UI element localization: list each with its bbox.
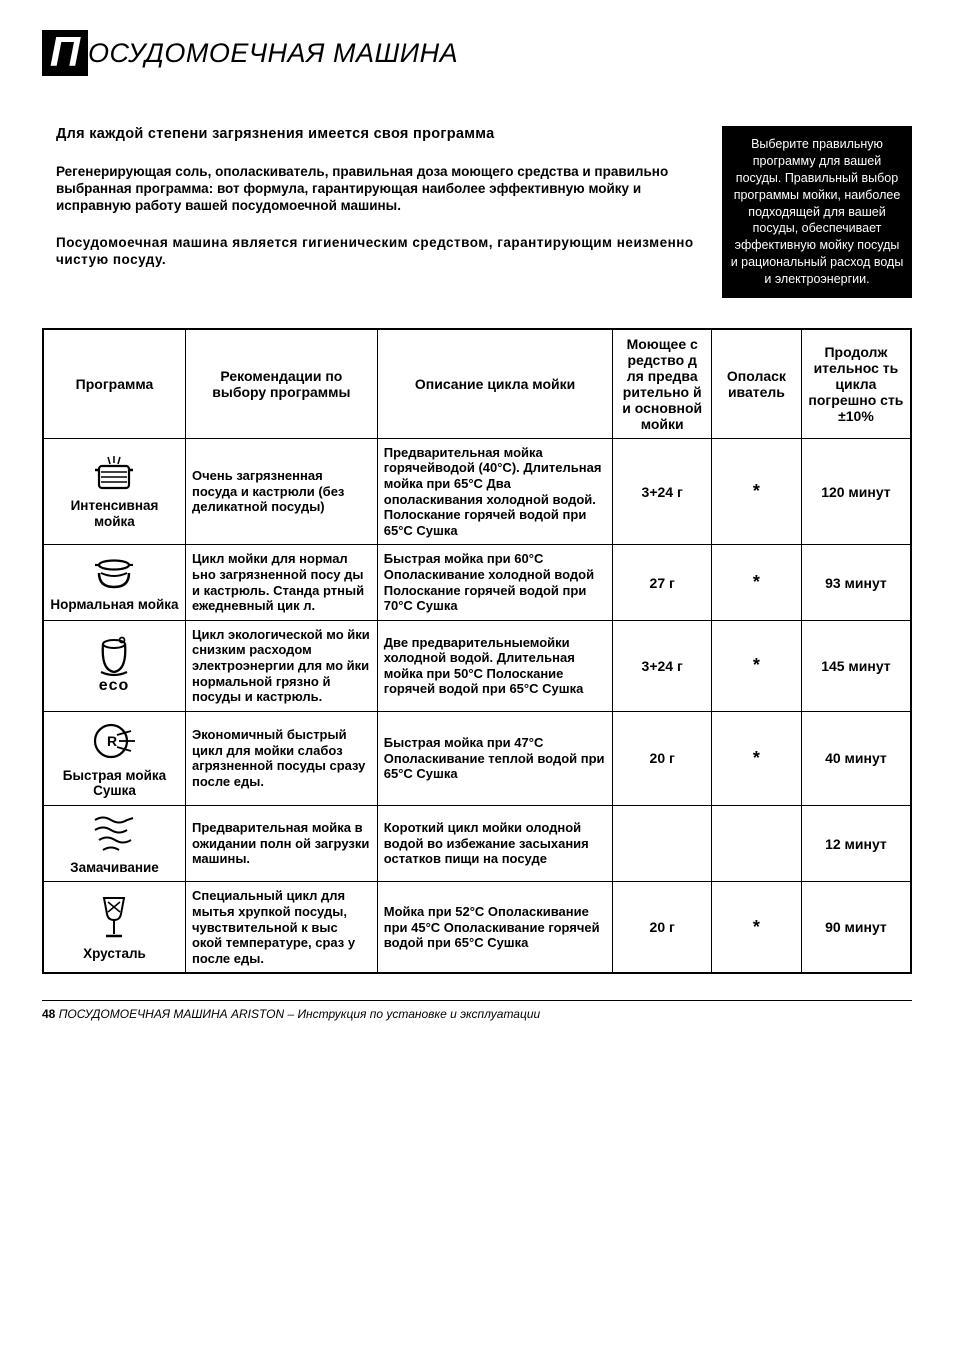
description-cell: Быстрая мойка при 60°C Ополаскивание хол… <box>377 545 613 620</box>
page-footer: 48 ПОСУДОМОЕЧНАЯ МАШИНА ARISTON – Инстру… <box>42 1000 912 1021</box>
description-cell: Быстрая мойка при 47°C Ополаскивание теп… <box>377 711 613 805</box>
table-row: Интенсивная мойка Очень загрязненная пос… <box>43 438 911 545</box>
th-recommend: Рекомендации по выбору программы <box>185 329 377 439</box>
intro-paragraph-2: Посудомоечная машина является гигиеничес… <box>56 235 704 269</box>
program-cell: Интенсивная мойка <box>43 438 185 545</box>
page-header: П ОСУДОМОЕЧНАЯ МАШИНА <box>42 30 912 76</box>
page-number: 48 <box>42 1007 55 1021</box>
table-row: Замачивание Предварительная мойка в ожид… <box>43 805 911 882</box>
intro-paragraph-1: Регенерирующая соль, ополаскиватель, пра… <box>56 164 704 215</box>
rapid-icon: R <box>50 718 179 764</box>
drop-cap: П <box>42 30 88 76</box>
rinse-cell: * <box>712 438 802 545</box>
program-label: Замачивание <box>50 860 179 876</box>
rinse-cell: * <box>712 882 802 973</box>
table-row: eco Цикл экологической мо йки снизким ра… <box>43 620 911 711</box>
recommend-cell: Предварительная мойка в ожидании полн ой… <box>185 805 377 882</box>
detergent-cell: 20 г <box>613 711 712 805</box>
th-duration: Продолж ительнос ть цикла погрешно сть ±… <box>801 329 911 439</box>
page: П ОСУДОМОЕЧНАЯ МАШИНА Для каждой степени… <box>0 0 954 1041</box>
intro-subtitle: Для каждой степени загрязнения имеется с… <box>56 126 704 142</box>
recommend-cell: Очень загрязненная посуда и кастрюли (бе… <box>185 438 377 545</box>
program-cell: eco <box>43 620 185 711</box>
footer-text: ПОСУДОМОЕЧНАЯ МАШИНА ARISTON – Инструкци… <box>55 1007 540 1021</box>
program-label: Хрусталь <box>50 946 179 962</box>
duration-cell: 90 минут <box>801 882 911 973</box>
th-description: Описание цикла мойки <box>377 329 613 439</box>
program-cell: Хрусталь <box>43 882 185 973</box>
pot-eco-icon: eco <box>50 634 179 694</box>
table-header-row: Программа Рекомендации по выбору програм… <box>43 329 911 439</box>
duration-cell: 93 минут <box>801 545 911 620</box>
recommend-cell: Экономичный быстрый цикл для мойки слабо… <box>185 711 377 805</box>
glass-icon <box>50 894 179 942</box>
table-row: Хрусталь Специальный цикл для мытья хруп… <box>43 882 911 973</box>
table-row: Нормальная мойка Цикл мойки для нормал ь… <box>43 545 911 620</box>
page-title: ОСУДОМОЕЧНАЯ МАШИНА <box>88 38 458 69</box>
recommend-cell: Цикл экологической мо йки снизким расход… <box>185 620 377 711</box>
svg-text:eco: eco <box>99 677 130 694</box>
th-rinse: Ополаск иватель <box>712 329 802 439</box>
program-label: Нормальная мойка <box>50 597 179 613</box>
program-label: Быстрая мойка Сушка <box>50 768 179 799</box>
soak-icon <box>50 812 179 856</box>
program-cell: R Быстрая мойка Сушка <box>43 711 185 805</box>
detergent-cell <box>613 805 712 882</box>
duration-cell: 40 минут <box>801 711 911 805</box>
description-cell: Предварительная мойка горячейводой (40°C… <box>377 438 613 545</box>
detergent-cell: 27 г <box>613 545 712 620</box>
program-label: Интенсивная мойка <box>50 498 179 529</box>
description-cell: Короткий цикл мойки олодной водой во изб… <box>377 805 613 882</box>
th-program: Программа <box>43 329 185 439</box>
detergent-cell: 3+24 г <box>613 438 712 545</box>
duration-cell: 145 минут <box>801 620 911 711</box>
description-cell: Две предварительныемойки холодной водой.… <box>377 620 613 711</box>
programs-table: Программа Рекомендации по выбору програм… <box>42 328 912 974</box>
pot-heavy-icon <box>50 454 179 494</box>
program-cell: Замачивание <box>43 805 185 882</box>
duration-cell: 12 минут <box>801 805 911 882</box>
sidebar-note: Выберите правильную программу для вашей … <box>722 126 912 298</box>
svg-text:R: R <box>107 733 117 749</box>
detergent-cell: 3+24 г <box>613 620 712 711</box>
rinse-cell <box>712 805 802 882</box>
recommend-cell: Цикл мойки для нормал ьно загрязненной п… <box>185 545 377 620</box>
detergent-cell: 20 г <box>613 882 712 973</box>
description-cell: Мойка при 52°C Ополаскивание при 45°C Оп… <box>377 882 613 973</box>
rinse-cell: * <box>712 711 802 805</box>
rinse-cell: * <box>712 545 802 620</box>
table-row: R Быстрая мойка Сушка Экономичный быстры… <box>43 711 911 805</box>
pot-normal-icon <box>50 553 179 593</box>
intro-text: Для каждой степени загрязнения имеется с… <box>42 126 704 268</box>
rinse-cell: * <box>712 620 802 711</box>
th-detergent: Моющее с редство д ля предва рительно й … <box>613 329 712 439</box>
intro-row: Для каждой степени загрязнения имеется с… <box>42 126 912 298</box>
recommend-cell: Специальный цикл для мытья хрупкой посуд… <box>185 882 377 973</box>
duration-cell: 120 минут <box>801 438 911 545</box>
program-cell: Нормальная мойка <box>43 545 185 620</box>
